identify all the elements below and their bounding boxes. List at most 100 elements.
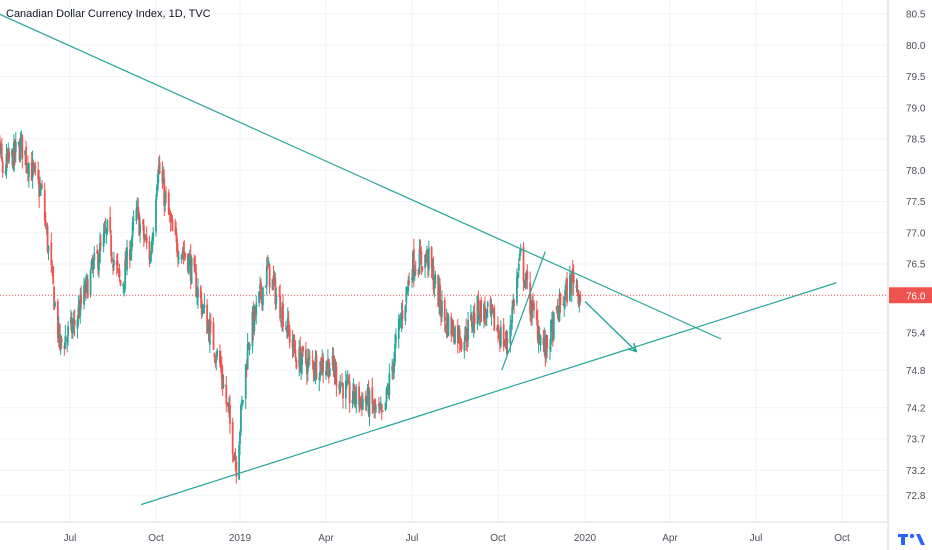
candle xyxy=(199,284,202,309)
candle-body xyxy=(99,242,101,263)
candle xyxy=(364,390,367,411)
candle xyxy=(346,370,349,386)
candle xyxy=(221,365,224,397)
trendline-short-up-channel xyxy=(501,251,546,371)
candle-body xyxy=(102,233,105,247)
candle-body xyxy=(326,359,329,369)
candle xyxy=(340,383,343,388)
candle-body xyxy=(203,304,206,308)
candle-body xyxy=(73,320,76,326)
candle xyxy=(118,263,121,282)
candle xyxy=(333,355,336,385)
candle xyxy=(54,300,56,308)
candle-body xyxy=(287,321,290,330)
candle xyxy=(406,287,409,295)
candle-body xyxy=(213,352,216,358)
candle xyxy=(233,452,236,461)
candle-body xyxy=(360,396,362,400)
candle-body xyxy=(493,307,496,331)
candle xyxy=(164,190,167,212)
candle xyxy=(432,256,435,295)
price-tick-label: 77.0 xyxy=(906,228,926,239)
candle xyxy=(549,338,551,361)
candle xyxy=(91,254,94,274)
candle-body xyxy=(6,153,9,161)
candle-body xyxy=(292,337,295,351)
candle xyxy=(0,137,3,162)
candle xyxy=(122,281,125,294)
candle-body xyxy=(214,359,217,361)
candle-body xyxy=(238,445,240,480)
candle-body xyxy=(229,404,231,424)
price-axis[interactable]: 80.5 80.0 79.5 79.0 78.5 78.0 77.5 77.0 76.5 76.0… xyxy=(906,10,926,502)
candle xyxy=(380,403,383,420)
candle-body xyxy=(579,294,582,302)
candle xyxy=(248,342,251,356)
candle-body xyxy=(453,335,455,343)
candle xyxy=(197,277,199,309)
candle-body xyxy=(131,222,134,238)
candle-body xyxy=(506,338,509,343)
candle xyxy=(72,310,75,335)
candle-body xyxy=(576,285,579,288)
time-axis[interactable]: Jul Oct 2019 Apr Jul Oct 2020 Apr Jul Oct xyxy=(64,533,850,544)
candle-body xyxy=(381,410,384,412)
candle xyxy=(431,258,434,281)
arrow-head xyxy=(627,342,638,353)
price-tick-label: 80.0 xyxy=(906,41,926,52)
candle-body xyxy=(233,456,236,461)
candle-body xyxy=(25,146,27,166)
candle-body xyxy=(499,327,502,347)
candle-body xyxy=(189,254,192,281)
grid-lines xyxy=(0,0,888,522)
candle-body xyxy=(542,337,545,346)
candle-body xyxy=(288,329,291,343)
candle-body xyxy=(563,302,566,307)
candle-body xyxy=(395,336,397,342)
candle xyxy=(5,144,8,179)
candle xyxy=(361,392,364,410)
candle xyxy=(194,255,197,274)
candle-body xyxy=(491,305,494,311)
candle-body xyxy=(401,310,404,320)
candle-body xyxy=(157,165,160,175)
last-price-tag: 76.0 xyxy=(0,287,932,304)
candle xyxy=(207,320,209,334)
candle xyxy=(393,352,395,379)
price-tick-label: 79.0 xyxy=(906,103,926,114)
candle-body xyxy=(216,350,219,357)
candle-body xyxy=(155,198,157,232)
candle xyxy=(222,374,225,389)
candle-body xyxy=(294,349,297,358)
candle xyxy=(565,277,567,300)
candle-body xyxy=(372,405,375,411)
candle-body xyxy=(200,299,203,315)
candle-body xyxy=(441,301,443,318)
candle xyxy=(226,402,229,407)
candle xyxy=(446,312,449,338)
candle xyxy=(307,349,310,369)
candle-body xyxy=(325,370,327,376)
candle-body xyxy=(339,382,342,393)
candle xyxy=(195,264,198,298)
candle xyxy=(305,342,307,367)
candle xyxy=(570,271,573,303)
time-tick-label: Jul xyxy=(750,533,763,544)
candle xyxy=(414,260,417,276)
candle xyxy=(516,268,518,306)
candle xyxy=(373,398,376,419)
candle-body xyxy=(106,219,109,233)
candle xyxy=(235,455,238,484)
candle xyxy=(138,210,141,236)
candle xyxy=(143,233,146,243)
candle-body xyxy=(98,260,100,272)
candle xyxy=(231,417,234,463)
candle-body xyxy=(253,306,256,331)
candle xyxy=(32,159,35,176)
candle xyxy=(264,284,267,288)
candle-body xyxy=(84,287,86,296)
candle xyxy=(46,222,49,254)
candle xyxy=(258,291,261,307)
candle xyxy=(176,232,178,258)
